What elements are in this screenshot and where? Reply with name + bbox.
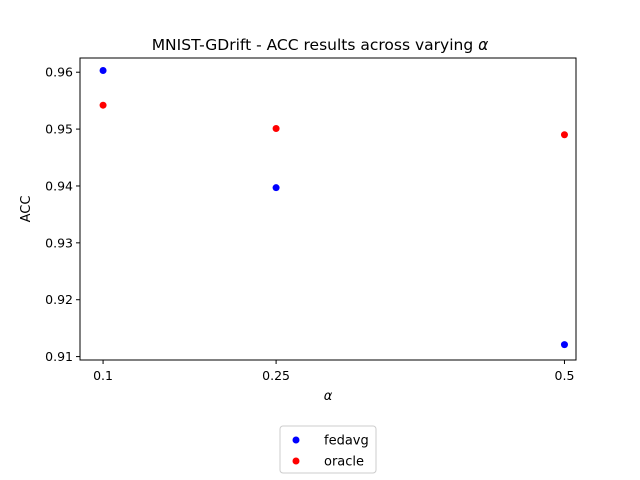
chart-title-symbol: α	[478, 36, 488, 54]
legend-label-fedavg: fedavg	[324, 434, 369, 449]
y-tick-label: 0.93	[45, 235, 73, 250]
y-tick-label: 0.95	[45, 122, 73, 137]
y-axis: 0.91 0.92 0.93 0.94 0.95 0.96	[45, 65, 80, 364]
y-tick-label: 0.91	[45, 349, 73, 364]
legend-frame	[279, 425, 377, 474]
y-tick-label: 0.92	[45, 292, 73, 307]
legend-marker-oracle	[292, 457, 300, 465]
chart-title-text: MNIST-GDrift - ACC results across varyin…	[152, 36, 478, 54]
legend: fedavg oracle	[279, 425, 377, 474]
oracle-point	[272, 125, 280, 133]
oracle-point	[99, 101, 107, 109]
x-tick-label: 0.25	[262, 368, 290, 383]
fedavg-point	[272, 184, 280, 192]
x-tick-label: 0.5	[555, 368, 575, 383]
fedavg-point	[99, 67, 107, 75]
y-axis-label: ACC	[19, 196, 34, 223]
data-points	[99, 67, 568, 349]
oracle-point	[560, 131, 568, 139]
x-axis-label: α	[324, 389, 333, 404]
plot-area-frame	[79, 57, 577, 361]
y-tick-label: 0.94	[45, 178, 73, 193]
legend-marker-fedavg	[292, 436, 300, 444]
y-tick-label: 0.96	[45, 65, 73, 80]
chart-title: MNIST-GDrift - ACC results across varyin…	[152, 36, 489, 54]
legend-label-oracle: oracle	[324, 455, 364, 470]
x-axis: 0.1 0.25 0.5	[93, 360, 574, 383]
fedavg-point	[560, 341, 568, 349]
x-tick-label: 0.1	[93, 368, 113, 383]
